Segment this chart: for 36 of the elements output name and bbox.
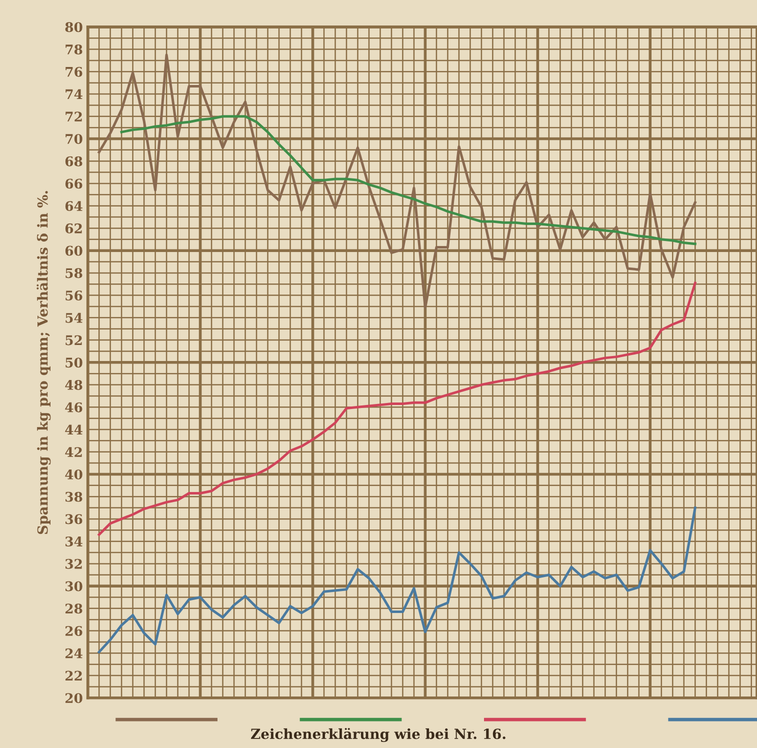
- y-tick-label: 40: [65, 469, 82, 480]
- y-tick-label: 30: [66, 581, 82, 592]
- y-tick-label: 42: [65, 447, 82, 457]
- y-axis-title: Spannung in kg pro qmm; Verhältnis δ in %.: [36, 190, 51, 534]
- y-tick-label: 70: [66, 134, 82, 144]
- y-tick-label: 38: [66, 492, 82, 502]
- y-tick-label: 20: [65, 693, 82, 704]
- y-tick-label: 80: [65, 22, 82, 32]
- y-tick-label: 36: [66, 514, 82, 524]
- y-tick-label: 76: [66, 66, 82, 77]
- line-series: [98, 506, 696, 654]
- y-tick-label: 68: [65, 156, 82, 166]
- y-tick-label: 60: [65, 246, 82, 256]
- y-tick-label: 52: [66, 335, 82, 346]
- y-tick-label: 66: [65, 178, 82, 189]
- y-tick-label: 56: [66, 290, 82, 301]
- y-tick-label: 28: [65, 604, 82, 614]
- y-tick-label: 78: [66, 44, 82, 54]
- line-series: [120, 115, 696, 246]
- y-tick-label: 58: [66, 268, 82, 278]
- y-tick-label: 24: [65, 648, 82, 658]
- y-tick-label: 74: [66, 89, 82, 100]
- y-tick-label: 48: [65, 380, 82, 390]
- y-tick-label: 50: [66, 358, 82, 368]
- y-tick-label: 22: [65, 670, 82, 681]
- text: Zeichenerklärung wie bei Nr. 16.: [251, 728, 506, 742]
- y-tick-label: 32: [66, 558, 82, 569]
- y-tick-label: 72: [66, 112, 82, 122]
- line-series: [98, 282, 696, 536]
- y-tick-label: 46: [65, 402, 82, 412]
- y-tick-label: 44: [65, 424, 82, 435]
- y-tick-label: 64: [65, 201, 82, 212]
- y-tick-label: 26: [65, 626, 82, 636]
- y-tick-label: 62: [65, 223, 82, 234]
- y-tick-label: 54: [66, 312, 82, 323]
- y-tick-label: 34: [66, 536, 82, 547]
